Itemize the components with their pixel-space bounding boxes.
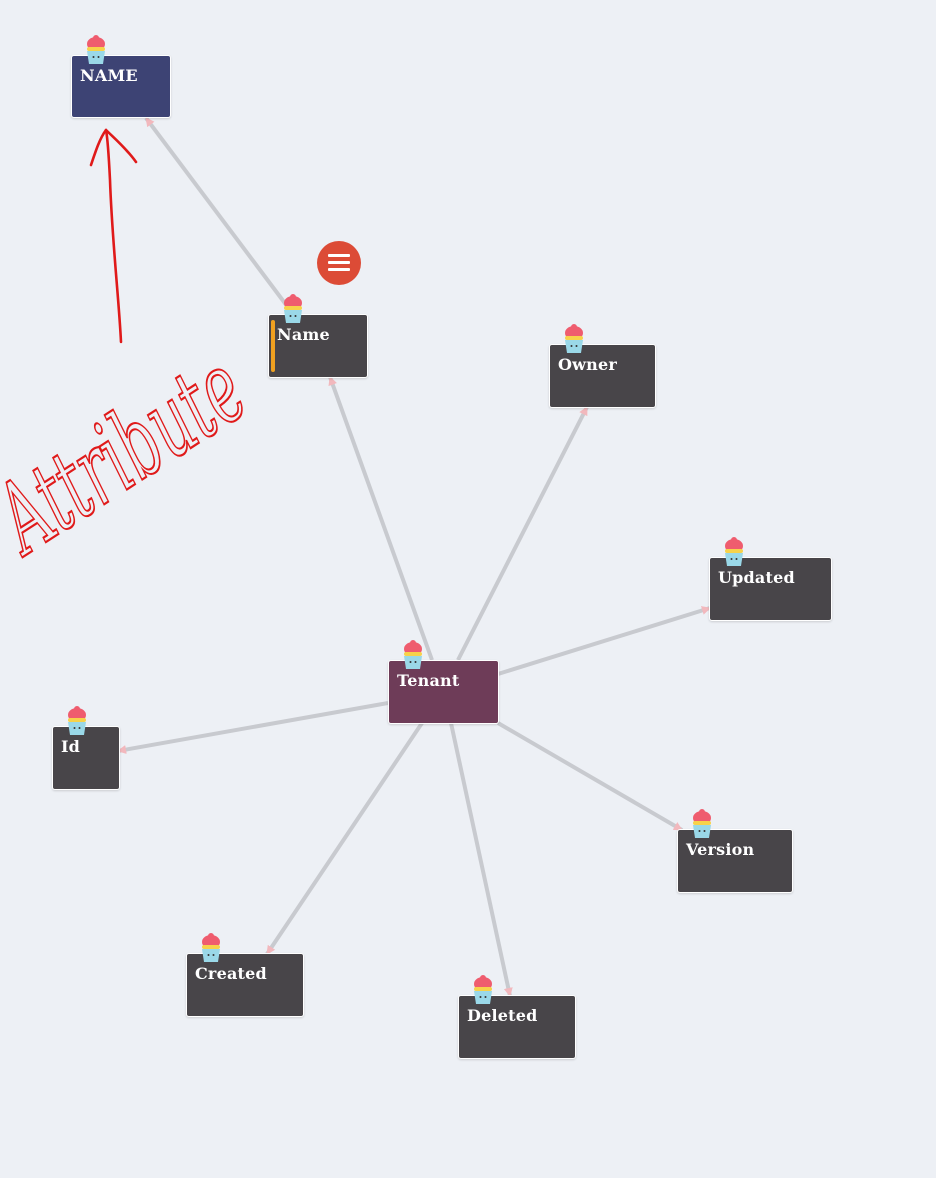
- node-label: NAME: [80, 66, 138, 85]
- node-label: Id: [61, 737, 81, 756]
- node-tenant[interactable]: Tenant: [388, 640, 499, 724]
- node-version[interactable]: Version: [677, 809, 793, 893]
- cupcake-icon: [474, 975, 492, 1004]
- node-name-upper[interactable]: NAME: [71, 35, 171, 118]
- cupcake-icon: [565, 324, 583, 353]
- cupcake-icon: [725, 537, 743, 566]
- cupcake-icon: [202, 933, 220, 962]
- node-id[interactable]: Id: [52, 706, 120, 790]
- cupcake-icon: [693, 809, 711, 838]
- node-menu-button[interactable]: [317, 241, 361, 285]
- edge-tenant-owner: [456, 406, 589, 661]
- node-label: Name: [277, 325, 330, 344]
- node-label: Updated: [718, 568, 795, 587]
- cupcake-icon: [404, 640, 422, 669]
- cupcake-icon: [284, 294, 302, 323]
- node-label: Version: [686, 840, 755, 859]
- edge-tenant-name: [328, 376, 434, 661]
- node-label: Deleted: [467, 1006, 538, 1025]
- node-created[interactable]: Created: [186, 933, 304, 1017]
- edge-tenant-created: [265, 721, 424, 956]
- annotation-arrow: [104, 128, 123, 344]
- edge-tenant-updated: [497, 606, 711, 676]
- cupcake-icon: [68, 706, 86, 735]
- edge-name-name-upper: [144, 116, 289, 308]
- node-deleted[interactable]: Deleted: [458, 975, 576, 1059]
- selection-indicator: [271, 320, 275, 372]
- node-label: Created: [195, 964, 267, 983]
- node-label: Tenant: [397, 671, 460, 690]
- cupcake-icon: [87, 35, 105, 64]
- edge-tenant-id: [117, 701, 389, 755]
- annotation-text: Attribute: [0, 332, 266, 577]
- node-label: Owner: [558, 355, 617, 374]
- node-owner[interactable]: Owner: [549, 324, 656, 408]
- node-name[interactable]: Name: [268, 294, 368, 378]
- edge-tenant-deleted: [449, 722, 513, 997]
- edge-tenant-version: [496, 721, 684, 832]
- node-updated[interactable]: Updated: [709, 537, 832, 621]
